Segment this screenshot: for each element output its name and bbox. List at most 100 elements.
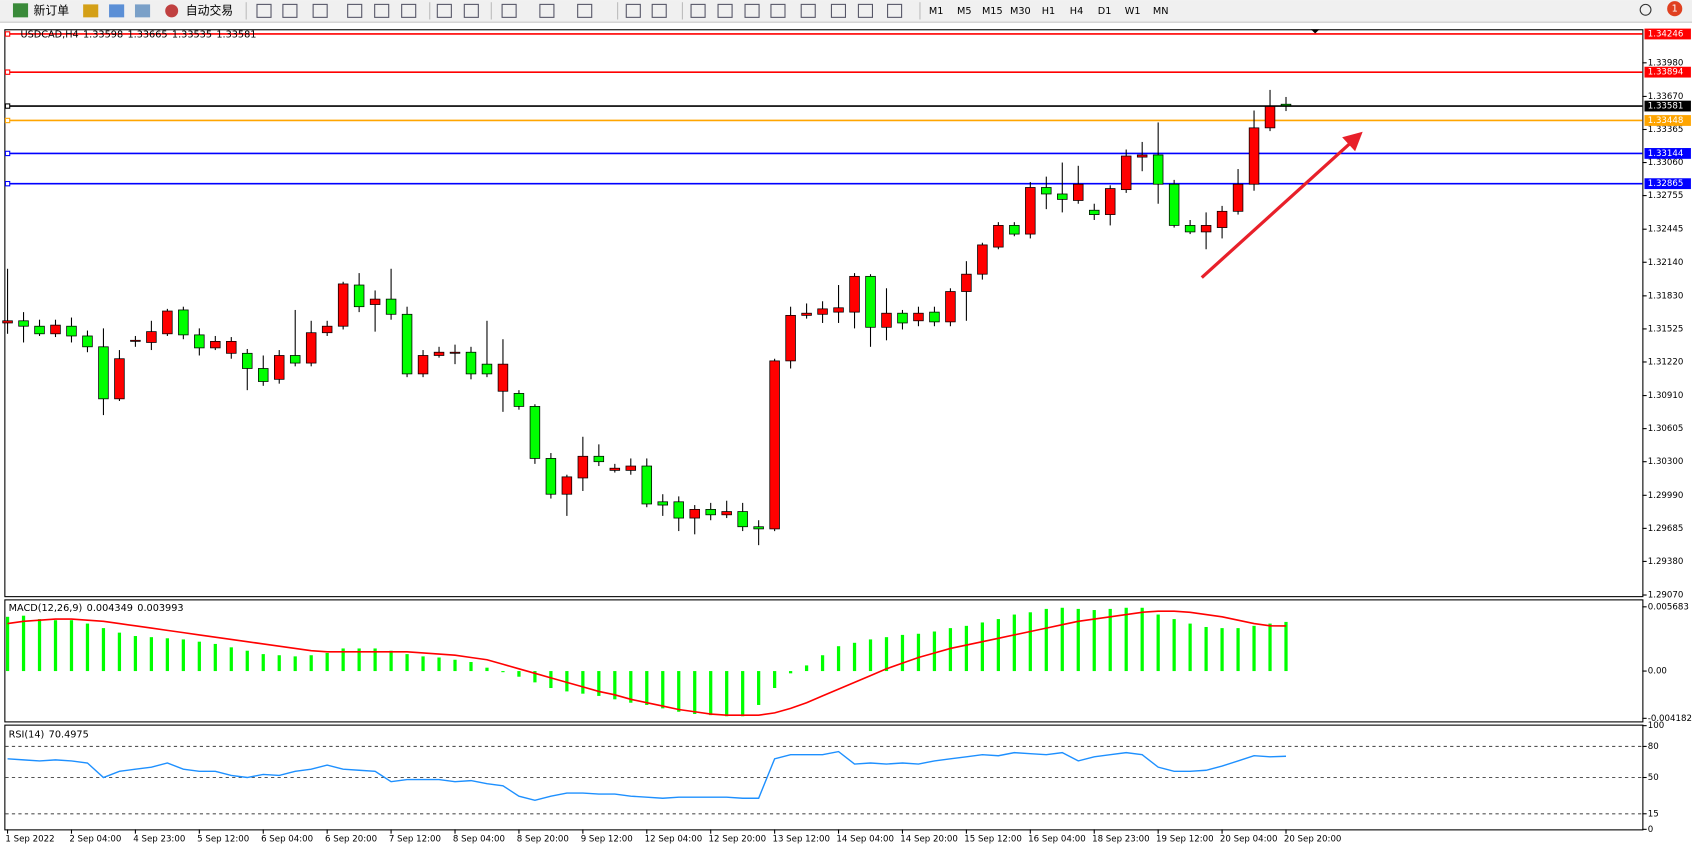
timeframe-button[interactable]: W1 <box>1125 6 1141 17</box>
auto-trading-button[interactable]: 自动交易 <box>186 3 233 17</box>
x-tick-label: 13 Sep 12:00 <box>772 835 830 845</box>
tool-icon[interactable] <box>282 3 298 18</box>
candle-body <box>513 393 525 407</box>
tool-icon[interactable] <box>501 3 517 18</box>
level-handle <box>4 69 11 75</box>
macd-bar <box>437 657 441 672</box>
candle-body <box>273 355 285 380</box>
macd-bar <box>948 628 953 672</box>
timeframe-button[interactable]: D1 <box>1098 6 1112 17</box>
macd-bar <box>964 625 969 672</box>
candle-body <box>769 360 780 530</box>
macd-bar <box>277 655 281 672</box>
candle-body <box>705 509 716 516</box>
tool-icon[interactable] <box>770 3 786 18</box>
macd-bar <box>549 671 553 689</box>
candle-body <box>1057 193 1068 200</box>
rsi-title: RSI(14) <box>9 729 45 740</box>
toolbar-icon[interactable] <box>134 4 151 18</box>
new-order-icon[interactable] <box>12 3 29 18</box>
tool-icon[interactable] <box>401 3 417 18</box>
macd-bar <box>421 656 425 672</box>
macd-bar <box>709 671 713 716</box>
chart-header: USDCAD,H4 1.33598 1.33665 1.33535 1.33581 <box>21 30 257 41</box>
tool-icon[interactable] <box>717 3 733 18</box>
candle-body <box>481 363 493 375</box>
timeframe-button[interactable]: H1 <box>1042 6 1055 17</box>
candle-body <box>785 314 796 362</box>
tool-icon[interactable] <box>800 3 816 18</box>
macd-bar <box>149 637 154 672</box>
level-tag <box>1644 115 1691 126</box>
tool-icon[interactable] <box>312 3 328 18</box>
level-tag <box>1644 28 1691 40</box>
y-tick-label: 100 <box>1648 721 1664 731</box>
rsi-header: RSI(14) 70.4975 <box>9 729 89 740</box>
auto-trading-icon[interactable] <box>165 4 179 18</box>
candle-body <box>945 291 956 323</box>
tool-icon[interactable] <box>539 3 555 18</box>
candle-body <box>1168 183 1180 226</box>
x-tick-label: 8 Sep 20:00 <box>517 835 569 845</box>
timeframe-button[interactable]: H4 <box>1070 6 1083 17</box>
search-button[interactable] <box>1639 3 1652 16</box>
timeframe-button[interactable]: MN <box>1153 6 1169 17</box>
timeframe-button[interactable]: M1 <box>929 6 944 17</box>
signal-line <box>7 610 1287 716</box>
y-tick-label: 1.29070 <box>1648 591 1684 601</box>
x-tick-label: 6 Sep 04:00 <box>261 835 313 845</box>
macd-bar <box>309 655 313 672</box>
new-order-button[interactable]: 新订单 <box>33 3 69 17</box>
macd-bar <box>485 667 489 672</box>
trend-arrow-head <box>1342 131 1363 152</box>
macd-bar <box>533 671 537 683</box>
timeframe-button[interactable]: M30 <box>1010 6 1031 17</box>
x-tick-label: 5 Sep 12:00 <box>197 835 249 845</box>
macd-bar <box>1076 608 1080 672</box>
tool-icon[interactable] <box>256 3 272 18</box>
macd-bar <box>101 628 106 672</box>
level-handle <box>4 117 11 124</box>
x-tick-label: 6 Sep 20:00 <box>325 835 377 845</box>
macd-header: MACD(12,26,9) 0.004349 0.003993 <box>9 603 184 614</box>
tool-icon[interactable] <box>744 3 760 18</box>
timeframe-button[interactable]: M15 <box>982 6 1003 17</box>
macd-value: 0.004349 <box>87 603 133 614</box>
candle-body <box>1200 225 1212 233</box>
tool-icon[interactable] <box>625 3 641 18</box>
candle-body <box>66 325 77 337</box>
candle-body <box>385 298 397 315</box>
tool-icon[interactable] <box>830 3 846 18</box>
tool-icon[interactable] <box>887 3 903 18</box>
toolbar-icon[interactable] <box>83 4 99 18</box>
macd-title: MACD(12,26,9) <box>9 603 83 614</box>
toolbar-icon[interactable] <box>109 4 125 18</box>
y-tick-label: 1.32755 <box>1648 191 1684 201</box>
candle-body <box>1041 187 1052 195</box>
candle-body <box>641 465 653 505</box>
tool-icon[interactable] <box>463 3 479 18</box>
x-tick-label: 16 Sep 04:00 <box>1028 835 1086 845</box>
macd-bar <box>213 643 217 672</box>
level-label: 1.32865 <box>1648 179 1684 189</box>
trend-arrow <box>1200 142 1351 279</box>
level-label: 1.34246 <box>1648 29 1684 39</box>
candle-body <box>897 312 908 324</box>
tool-icon[interactable] <box>577 3 593 18</box>
tool-icon[interactable] <box>651 3 667 18</box>
candle-body <box>561 476 573 495</box>
tool-icon[interactable] <box>436 3 452 18</box>
tool-icon[interactable] <box>857 3 873 18</box>
macd-bar <box>293 656 297 672</box>
level-label: 1.33144 <box>1648 149 1684 159</box>
x-tick-label: 7 Sep 12:00 <box>389 835 441 845</box>
notification-badge[interactable] <box>1667 1 1683 17</box>
candle-body <box>1264 105 1276 129</box>
macd-bar <box>1172 619 1176 672</box>
candle-body <box>18 320 29 327</box>
tool-icon[interactable] <box>347 3 363 18</box>
tool-icon[interactable] <box>690 3 706 18</box>
timeframe-button[interactable]: M5 <box>957 6 972 17</box>
tool-icon[interactable] <box>374 3 390 18</box>
macd-bar <box>1204 626 1208 672</box>
